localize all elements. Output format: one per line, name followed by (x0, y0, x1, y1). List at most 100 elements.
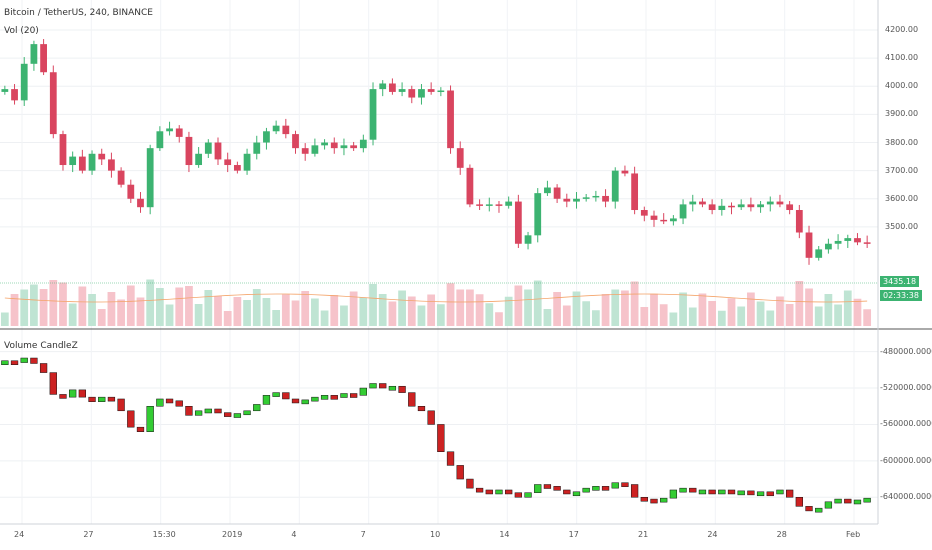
price-candle[interactable] (340, 145, 348, 149)
price-candle[interactable] (776, 201, 784, 205)
price-candle[interactable] (146, 148, 154, 208)
indicator-candle[interactable] (262, 395, 271, 405)
price-candle[interactable] (699, 201, 706, 205)
indicator-candle[interactable] (708, 489, 716, 495)
price-candle[interactable] (69, 156, 77, 166)
price-candle[interactable] (117, 170, 125, 185)
indicator-candle[interactable] (388, 385, 397, 391)
price-candle[interactable] (214, 142, 222, 160)
price-candle[interactable] (20, 63, 28, 101)
price-candle[interactable] (747, 204, 755, 208)
price-candle[interactable] (689, 201, 697, 205)
indicator-candle[interactable] (524, 492, 532, 498)
price-candle[interactable] (728, 205, 735, 208)
indicator-candle[interactable] (243, 410, 251, 416)
price-candle[interactable] (30, 44, 38, 64)
indicator-candle[interactable] (204, 408, 212, 414)
indicator-candle[interactable] (146, 406, 154, 432)
indicator-candle[interactable] (39, 363, 48, 373)
indicator-candle[interactable] (282, 392, 290, 400)
indicator-candle[interactable] (272, 392, 280, 397)
price-candle[interactable] (476, 204, 483, 206)
price-candle[interactable] (301, 148, 309, 154)
indicator-candle[interactable] (611, 482, 619, 489)
price-candle[interactable] (786, 204, 794, 211)
indicator-candle[interactable] (660, 497, 668, 503)
price-candle[interactable] (640, 210, 648, 216)
indicator-candle[interactable] (233, 413, 242, 418)
price-candle[interactable] (224, 159, 232, 166)
price-candle[interactable] (253, 142, 261, 154)
price-candle[interactable] (805, 232, 813, 258)
indicator-candle[interactable] (311, 396, 319, 402)
indicator-candle[interactable] (815, 507, 823, 513)
price-candle[interactable] (321, 142, 328, 146)
indicator-candle[interactable] (834, 498, 842, 504)
indicator-candle[interactable] (59, 394, 67, 399)
price-candle[interactable] (98, 153, 106, 160)
price-candle[interactable] (844, 238, 852, 241)
price-candle[interactable] (757, 204, 764, 208)
indicator-candle[interactable] (543, 484, 552, 489)
indicator-candle[interactable] (437, 424, 445, 453)
indicator-candle[interactable] (1, 360, 9, 365)
indicator-candle[interactable] (49, 372, 57, 395)
indicator-candle[interactable] (30, 357, 38, 364)
price-candle[interactable] (766, 201, 774, 205)
indicator-candle[interactable] (475, 487, 484, 493)
indicator-candle[interactable] (359, 387, 367, 396)
indicator-candle[interactable] (737, 490, 745, 496)
indicator-candle[interactable] (844, 498, 852, 504)
indicator-candle[interactable] (427, 410, 435, 425)
price-candle[interactable] (166, 128, 173, 132)
price-candle[interactable] (40, 44, 47, 73)
price-candle[interactable] (350, 145, 358, 149)
price-candle[interactable] (456, 148, 464, 168)
indicator-candle[interactable] (224, 412, 232, 417)
indicator-candle[interactable] (485, 489, 493, 495)
price-candle[interactable] (156, 131, 164, 149)
indicator-legend[interactable]: Volume CandleZ (4, 341, 78, 351)
price-candle[interactable] (466, 167, 474, 205)
price-candle[interactable] (272, 125, 280, 132)
price-candle[interactable] (602, 195, 609, 202)
price-candle[interactable] (854, 238, 861, 243)
indicator-candle[interactable] (553, 486, 561, 491)
symbol-title[interactable]: Bitcoin / TetherUS, 240, BINANCE (4, 8, 153, 18)
price-candle[interactable] (11, 89, 18, 101)
indicator-candle[interactable] (253, 404, 261, 412)
indicator-candle[interactable] (582, 487, 590, 493)
indicator-candle[interactable] (214, 408, 222, 414)
price-candle[interactable] (108, 159, 115, 171)
indicator-candle[interactable] (766, 491, 774, 497)
indicator-candle[interactable] (679, 487, 687, 493)
indicator-candle[interactable] (650, 498, 658, 504)
price-candle[interactable] (1, 89, 9, 92)
indicator-candle[interactable] (824, 501, 833, 509)
price-candle[interactable] (418, 89, 425, 98)
price-candle[interactable] (78, 156, 86, 171)
indicator-candle[interactable] (185, 406, 193, 416)
price-candle[interactable] (137, 198, 144, 208)
indicator-candle[interactable] (456, 465, 464, 480)
price-candle[interactable] (233, 165, 241, 171)
indicator-candle[interactable] (156, 398, 164, 407)
price-candle[interactable] (708, 204, 716, 211)
indicator-candle[interactable] (776, 489, 784, 495)
price-candle[interactable] (292, 134, 299, 149)
price-candle[interactable] (534, 193, 542, 236)
indicator-candle[interactable] (795, 497, 803, 507)
indicator-candle[interactable] (301, 399, 309, 405)
price-candle[interactable] (505, 201, 513, 206)
indicator-candle[interactable] (98, 396, 106, 402)
indicator-candle[interactable] (369, 383, 377, 389)
indicator-candle[interactable] (466, 478, 474, 489)
indicator-candle[interactable] (175, 400, 183, 407)
indicator-candle[interactable] (601, 486, 610, 491)
price-candle[interactable] (408, 89, 416, 98)
indicator-candle[interactable] (350, 393, 358, 398)
indicator-candle[interactable] (107, 396, 116, 402)
indicator-candle[interactable] (127, 410, 135, 428)
indicator-candle[interactable] (10, 360, 19, 365)
